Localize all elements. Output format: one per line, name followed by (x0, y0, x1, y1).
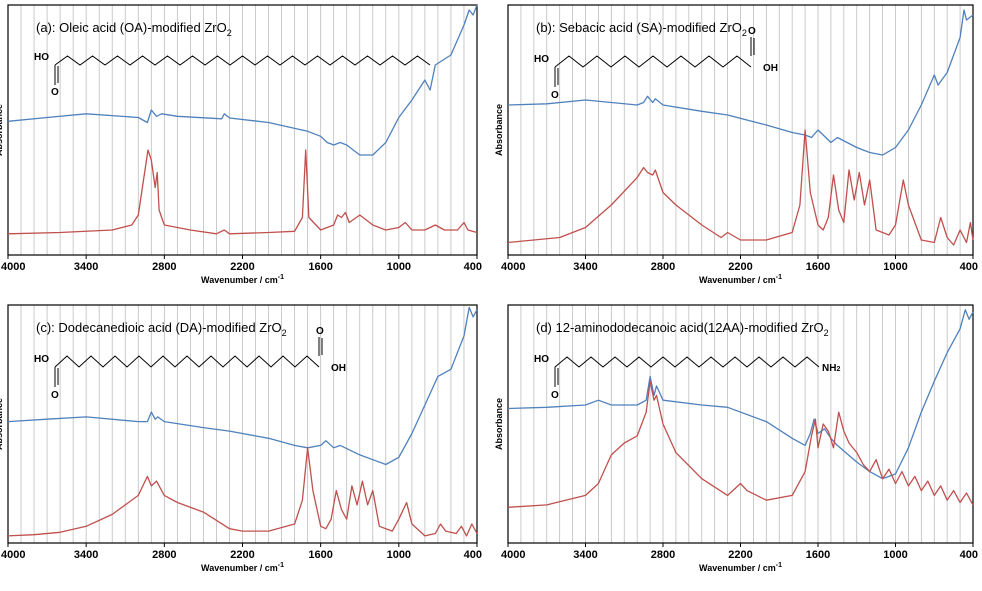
spectrum-line-red (507, 380, 974, 508)
chart-panel: 4000 3400 2800 2200 1600 1000 400 Wavenumber / … (494, 4, 978, 285)
chart-panel: 4000 3400 2800 2200 1600 1000 400 Wavenumber / … (0, 304, 482, 573)
chemical-structure: HO O O OH (34, 326, 346, 401)
y-axis-label: Absorbance (0, 104, 4, 156)
atom-label: NH2 (822, 363, 840, 374)
panel-title: (c): Dodecanedioic acid (DA)-modified Zr… (36, 320, 287, 338)
x-tick-label: 2800 (152, 549, 176, 561)
x-tick-label: 1000 (883, 261, 907, 273)
x-axis-label-text: Wavenumber / cm (201, 563, 278, 573)
atom-label: HO (534, 54, 549, 65)
atom-label: O (551, 90, 559, 101)
x-tick-label: 1600 (806, 549, 830, 561)
x-axis-label-text: Wavenumber / cm (699, 275, 776, 285)
y-axis-label: Absorbance (0, 398, 4, 450)
atom-label: HO (534, 354, 549, 365)
x-tick-label: 1600 (308, 261, 332, 273)
x-tick-label: 2800 (651, 261, 675, 273)
chemical-structure: HO O NH2 (534, 354, 840, 401)
atom-label: OH (763, 63, 778, 74)
x-tick-label: 2200 (728, 261, 752, 273)
panel-title-subscript: 2 (282, 328, 287, 338)
x-tick-label: 1000 (387, 549, 411, 561)
x-tick-label: 400 (960, 549, 978, 561)
spectrum-line-blue (7, 306, 478, 466)
x-tick-label: 2800 (651, 549, 675, 561)
x-tick-label: 2200 (728, 549, 752, 561)
x-tick-label: 1600 (806, 261, 830, 273)
panel-title-subscript: 2 (742, 28, 747, 38)
atom-label: HO (34, 354, 49, 365)
x-tick-label: 2200 (230, 261, 254, 273)
x-tick-label: 400 (464, 261, 482, 273)
x-tick-label: 3400 (573, 549, 597, 561)
spectrum-line-red (7, 447, 478, 537)
panel-title-subscript: 2 (824, 328, 829, 338)
x-tick-label: 4000 (501, 261, 525, 273)
x-axis-label-superscript: -1 (776, 562, 782, 569)
x-tick-label: 1000 (883, 549, 907, 561)
atom-label: HO (34, 52, 49, 63)
molecule-chain (554, 356, 820, 368)
chemical-structure: HO O (34, 52, 431, 98)
panel-title-text: (c): Dodecanedioic acid (DA)-modified Zr… (36, 320, 282, 335)
x-tick-label: 400 (960, 261, 978, 273)
atom-label: O (551, 390, 559, 401)
x-tick-label: 2800 (152, 261, 176, 273)
x-tick-label: 400 (464, 549, 482, 561)
y-axis-label: Absorbance (494, 398, 504, 450)
molecule-chain (54, 55, 431, 66)
x-axis-label: Wavenumber / cm-1 (201, 562, 284, 573)
atom-label: O (316, 326, 324, 337)
x-axis-label-text: Wavenumber / cm (201, 275, 278, 285)
x-tick-label: 2200 (230, 549, 254, 561)
atom-label: O (51, 390, 59, 401)
x-axis-label-superscript: -1 (278, 274, 284, 281)
panel-title: (d) 12-aminododecanoic acid(12AA)-modifi… (536, 320, 829, 338)
x-axis-label-superscript: -1 (278, 562, 284, 569)
chart-panel: 4000 3400 2800 2200 1600 1000 400 Wavenumber / … (494, 304, 978, 573)
panel-title-text: (a): Oleic acid (OA)-modified ZrO (36, 20, 227, 35)
x-tick-label: 3400 (573, 261, 597, 273)
atom-label-subscript: 2 (836, 366, 840, 373)
atom-label: O (51, 87, 59, 98)
x-axis-label: Wavenumber / cm-1 (201, 274, 284, 285)
panel-title-text: (d) 12-aminododecanoic acid(12AA)-modifi… (536, 320, 824, 335)
panel-title: (a): Oleic acid (OA)-modified ZrO2 (36, 20, 232, 38)
atom-label: NH (822, 363, 836, 374)
x-tick-label: 1600 (308, 549, 332, 561)
x-tick-label: 4000 (1, 549, 25, 561)
molecule-chain (54, 355, 320, 368)
chart-panel: 4000 3400 2800 2200 1600 1000 400 Wavenumber / … (0, 4, 482, 285)
spectrum-line-blue (7, 4, 478, 156)
x-axis-label: Wavenumber / cm-1 (699, 274, 782, 285)
x-axis-label: Wavenumber / cm-1 (699, 562, 782, 573)
molecule-chain (554, 55, 752, 68)
panel-title: (b): Sebacic acid (SA)-modified ZrO2 (536, 20, 747, 38)
atom-label: OH (331, 363, 346, 374)
spectrum-line-blue (507, 309, 974, 480)
atom-label: O (748, 26, 756, 37)
x-tick-label: 3400 (74, 549, 98, 561)
x-axis-label-superscript: -1 (776, 274, 782, 281)
x-tick-label: 3400 (74, 261, 98, 273)
panel-title-subscript: 2 (227, 28, 232, 38)
x-tick-label: 4000 (1, 261, 25, 273)
x-tick-label: 4000 (501, 549, 525, 561)
spectrum-line-red (7, 149, 478, 235)
spectrum-line-blue (507, 9, 974, 156)
spectrum-line-red (507, 129, 974, 246)
x-tick-label: 1000 (387, 261, 411, 273)
panel-title-text: (b): Sebacic acid (SA)-modified ZrO (536, 20, 742, 35)
chemical-structure: HO O O OH (534, 26, 778, 101)
x-axis-label-text: Wavenumber / cm (699, 563, 776, 573)
y-axis-label: Absorbance (494, 104, 504, 156)
